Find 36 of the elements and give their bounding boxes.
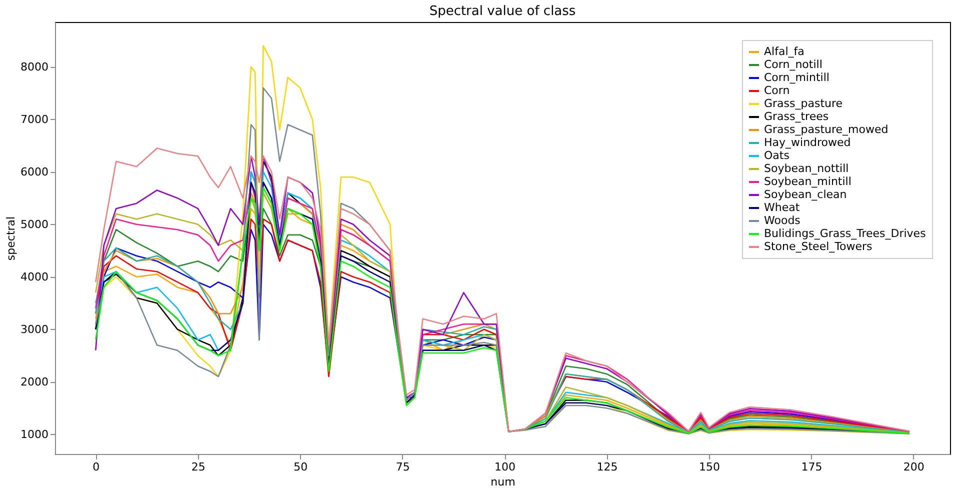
y-tick-label: 2000	[20, 375, 48, 388]
y-tick-label: 6000	[20, 165, 48, 178]
x-tick-label: 175	[801, 460, 822, 474]
legend-label: Stone_Steel_Towers	[764, 240, 873, 253]
x-tick-label: 150	[698, 460, 720, 474]
legend-label: Wheat	[764, 201, 800, 214]
legend-label: Grass_pasture_mowed	[764, 123, 888, 136]
x-tick-label: 125	[596, 460, 618, 474]
legend-label: Corn_notill	[764, 58, 822, 71]
legend-label: Grass_trees	[764, 110, 829, 123]
legend-label: Corn	[764, 84, 790, 97]
legend-label: Soybean_nottill	[764, 162, 849, 175]
y-tick-label: 4000	[20, 270, 48, 284]
y-tick-label: 7000	[20, 112, 48, 126]
legend-label: Soybean_clean	[764, 188, 847, 201]
y-axis-title: spectral	[4, 216, 18, 261]
legend-label: Corn_mintill	[764, 71, 830, 84]
legend-label: Soybean_mintill	[764, 175, 852, 188]
legend-label: Oats	[764, 149, 790, 162]
x-tick-label: 0	[92, 460, 100, 474]
legend-label: Alfal_fa	[764, 45, 804, 58]
y-tick-label: 3000	[20, 322, 48, 336]
y-tick-label: 1000	[20, 428, 48, 441]
x-tick-label: 50	[294, 460, 308, 474]
x-tick-label: 25	[191, 460, 206, 474]
legend-label: Hay_windrowed	[764, 136, 851, 149]
x-tick-label: 100	[494, 460, 516, 474]
x-tick-label: 200	[903, 460, 924, 474]
legend-label: Bulidings_Grass_Trees_Drives	[764, 227, 926, 240]
legend-label: Woods	[764, 214, 801, 227]
y-tick-label: 5000	[20, 218, 48, 231]
x-axis-title: num	[490, 476, 516, 488]
x-tick-label: 75	[396, 460, 410, 474]
chart-title: Spectral value of class	[429, 4, 576, 19]
y-tick-label: 8000	[20, 60, 48, 74]
legend-label: Grass_pasture	[764, 97, 843, 110]
